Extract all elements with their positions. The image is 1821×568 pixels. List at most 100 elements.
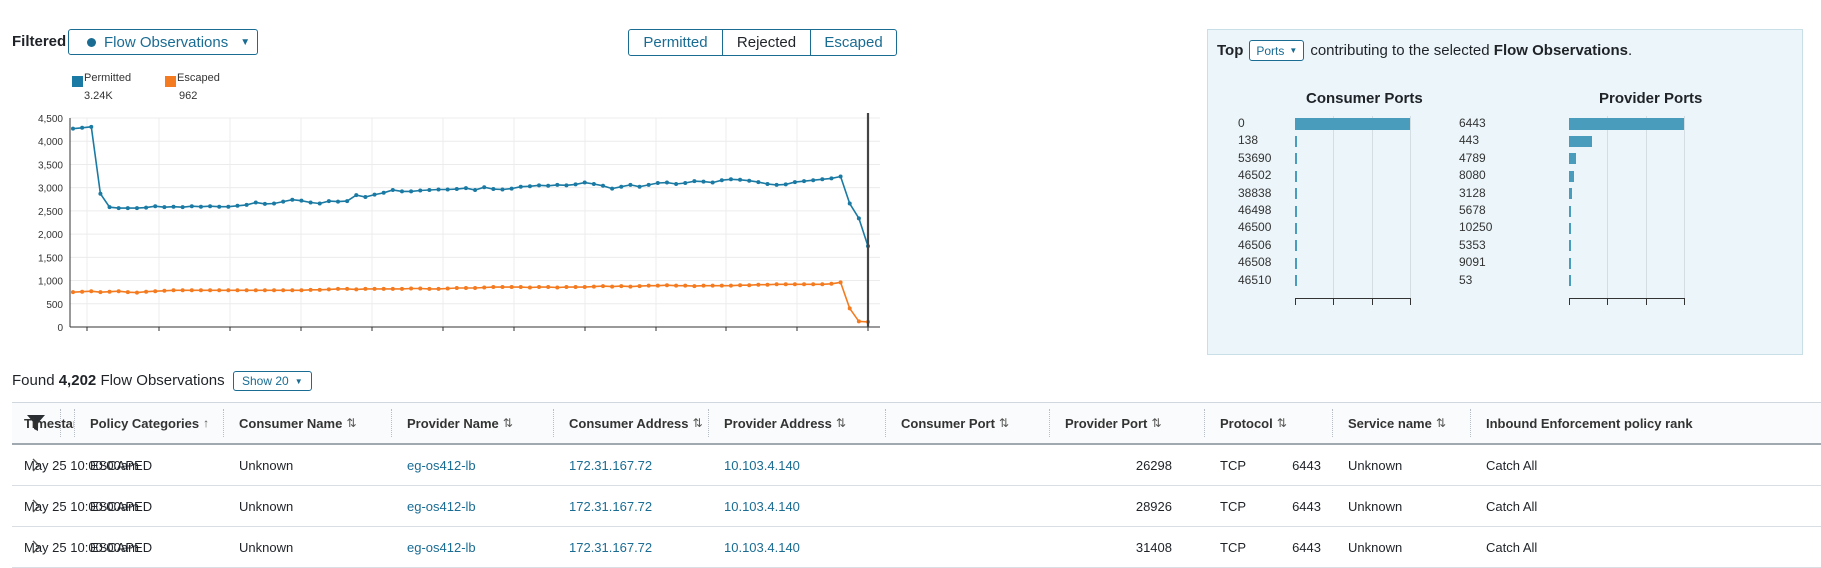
data-point-escaped[interactable] [198,288,203,293]
data-point-permitted[interactable] [756,180,761,185]
data-point-permitted[interactable] [80,125,85,130]
data-point-permitted[interactable] [591,181,596,186]
data-point-escaped[interactable] [719,283,724,288]
data-point-escaped[interactable] [134,290,139,295]
data-point-escaped[interactable] [555,285,560,290]
consumer-port-bar[interactable] [1295,222,1297,234]
column-header-timestamp[interactable]: Timestamp⇅ [24,403,74,443]
data-point-escaped[interactable] [226,288,231,293]
data-point-permitted[interactable] [847,201,852,206]
column-header-policy-categories[interactable]: Policy Categories ↑ [90,403,223,443]
data-point-permitted[interactable] [189,204,194,209]
data-point-escaped[interactable] [802,282,807,287]
data-point-escaped[interactable] [491,285,496,290]
consumer-port-bar[interactable] [1295,257,1297,269]
data-point-escaped[interactable] [299,288,304,293]
sort-ascending-icon[interactable]: ↑ [203,416,210,430]
data-point-escaped[interactable] [847,306,852,311]
data-point-escaped[interactable] [253,288,258,293]
data-point-permitted[interactable] [619,184,624,189]
data-point-permitted[interactable] [564,183,569,188]
provider-port-bar[interactable] [1569,153,1576,165]
data-point-escaped[interactable] [601,284,605,289]
data-point-escaped[interactable] [765,282,770,287]
legend-name-escaped[interactable]: Escaped [177,72,220,84]
column-separator[interactable] [60,409,62,437]
data-point-permitted[interactable] [217,204,222,209]
data-point-escaped[interactable] [610,284,615,289]
data-point-permitted[interactable] [683,181,688,186]
data-point-permitted[interactable] [125,206,130,211]
data-point-permitted[interactable] [317,201,322,206]
sort-icon[interactable]: ⇅ [1151,416,1162,430]
table-row[interactable]: May 25 10:00:00am ESCAPED Unknown eg-os412-… [12,486,1821,527]
data-point-escaped[interactable] [217,288,222,293]
sort-icon[interactable]: ⇅ [998,416,1009,430]
data-point-escaped[interactable] [98,290,103,295]
data-point-escaped[interactable] [582,285,587,290]
data-point-escaped[interactable] [747,283,752,288]
data-point-escaped[interactable] [381,286,386,291]
data-point-permitted[interactable] [537,183,542,188]
data-point-permitted[interactable] [710,180,715,185]
data-point-permitted[interactable] [272,201,277,206]
data-point-permitted[interactable] [162,205,167,210]
data-point-escaped[interactable] [637,284,642,289]
column-resize-handle[interactable] [223,409,225,437]
data-point-escaped[interactable] [107,289,112,294]
data-point-escaped[interactable] [820,282,825,287]
consumer-port-bar[interactable] [1295,188,1297,200]
data-point-permitted[interactable] [354,193,359,198]
data-point-permitted[interactable] [546,183,551,188]
data-point-permitted[interactable] [436,187,441,192]
data-point-permitted[interactable] [774,182,779,187]
data-point-escaped[interactable] [674,283,679,288]
data-point-escaped[interactable] [829,281,834,286]
data-point-permitted[interactable] [336,199,340,204]
sort-icon[interactable]: ⇅ [502,416,513,430]
column-resize-handle[interactable] [553,409,555,437]
data-point-escaped[interactable] [655,283,660,288]
column-header-consumer-address[interactable]: Consumer Address ⇅ [569,403,708,443]
provider-port-bar[interactable] [1569,257,1571,269]
data-point-permitted[interactable] [390,187,395,192]
data-point-escaped[interactable] [326,287,331,292]
data-point-permitted[interactable] [253,200,258,205]
data-point-escaped[interactable] [783,282,788,287]
data-point-escaped[interactable] [235,288,240,293]
column-resize-handle[interactable] [885,409,887,437]
table-row[interactable]: May 25 10:00:00am ESCAPED Unknown eg-os412-… [12,445,1821,486]
data-point-escaped[interactable] [710,283,715,288]
data-point-escaped[interactable] [272,288,277,293]
data-point-escaped[interactable] [436,286,441,291]
consumer-port-bar[interactable] [1295,205,1297,217]
page-size-select[interactable]: Show 20 ▼ [233,371,312,391]
data-point-escaped[interactable] [537,285,542,290]
data-point-permitted[interactable] [473,187,478,192]
data-point-permitted[interactable] [208,204,213,209]
sort-icon[interactable]: ⇅ [835,416,846,430]
row-expand-button[interactable] [12,445,60,485]
data-point-permitted[interactable] [482,185,487,190]
column-resize-handle[interactable] [1470,409,1472,437]
sort-icon[interactable]: ⇅ [1276,416,1287,430]
data-point-permitted[interactable] [829,176,834,181]
cell-consumer-address[interactable]: 172.31.167.72 [569,498,653,514]
data-point-escaped[interactable] [509,285,514,290]
data-point-permitted[interactable] [664,180,669,185]
consumer-port-bar[interactable] [1295,170,1297,182]
segment-permitted[interactable]: Permitted [628,29,723,56]
data-point-escaped[interactable] [738,283,743,288]
column-resize-handle[interactable] [1332,409,1334,437]
data-point-permitted[interactable] [134,206,139,211]
data-point-escaped[interactable] [463,285,468,290]
data-point-escaped[interactable] [363,286,368,291]
data-point-permitted[interactable] [98,191,103,196]
data-point-escaped[interactable] [281,288,286,293]
data-point-permitted[interactable] [89,124,94,129]
column-resize-handle[interactable] [1049,409,1051,437]
column-header-protocol[interactable]: Protocol ⇅ [1220,403,1332,443]
cell-provider-name[interactable]: eg-os412-lb [407,457,476,473]
data-point-permitted[interactable] [692,179,697,184]
data-point-escaped[interactable] [856,319,861,324]
